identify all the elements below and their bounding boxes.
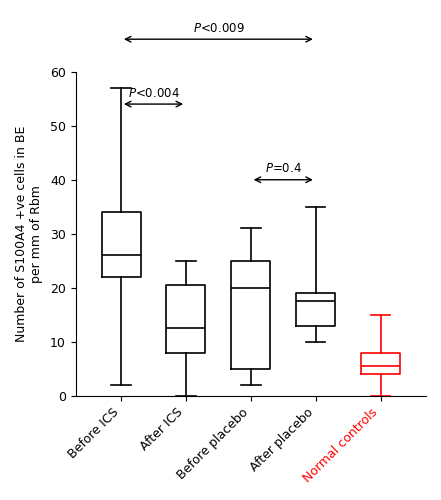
- Y-axis label: Number of S100A4 +ve cells in BE
per mm of Rbm: Number of S100A4 +ve cells in BE per mm …: [15, 126, 43, 342]
- Text: $\it{P}$<0.004: $\it{P}$<0.004: [127, 86, 179, 100]
- Text: $\it{P}$=0.4: $\it{P}$=0.4: [265, 162, 302, 175]
- Text: $\it{P}$<0.009: $\it{P}$<0.009: [193, 22, 244, 35]
